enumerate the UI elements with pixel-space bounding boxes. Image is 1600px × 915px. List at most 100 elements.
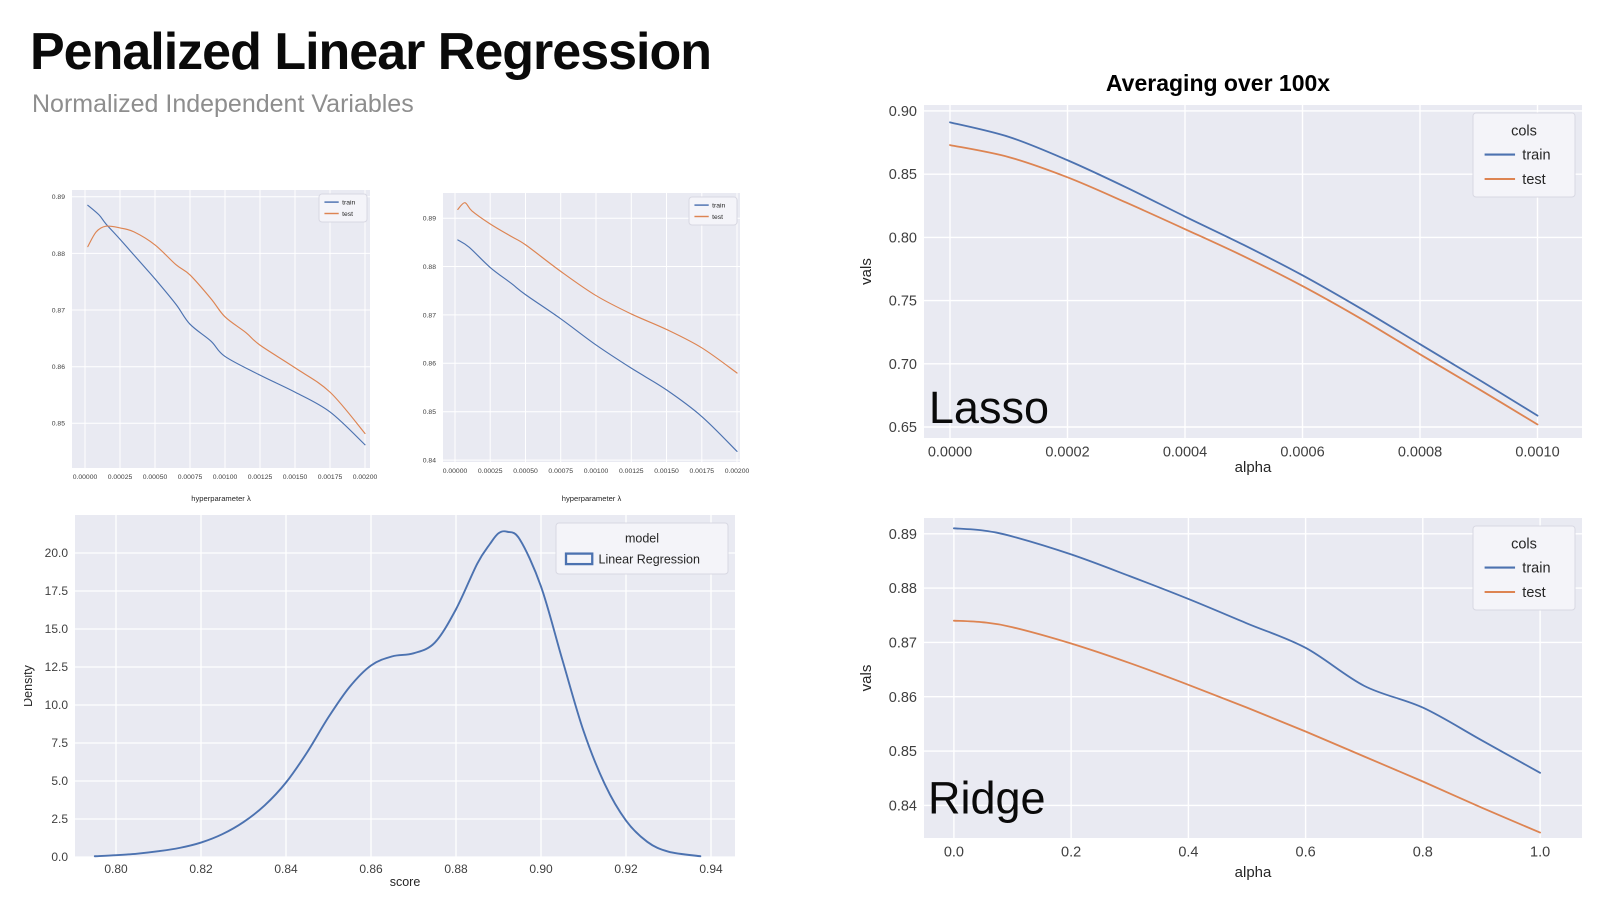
svg-text:0.82: 0.82 (189, 862, 213, 876)
svg-text:2.5: 2.5 (51, 812, 68, 826)
svg-text:0.65: 0.65 (889, 420, 917, 436)
svg-text:0.85: 0.85 (52, 421, 65, 428)
svg-text:0.90: 0.90 (529, 862, 553, 876)
svg-text:0.0: 0.0 (944, 845, 964, 861)
svg-text:0.80: 0.80 (104, 862, 128, 876)
svg-text:cols: cols (1511, 536, 1537, 552)
svg-text:0.86: 0.86 (359, 862, 383, 876)
svg-text:0.0002: 0.0002 (1045, 445, 1089, 461)
svg-text:0.00150: 0.00150 (283, 474, 308, 481)
svg-text:0.85: 0.85 (889, 744, 917, 760)
svg-text:hyperparameter λ: hyperparameter λ (562, 494, 622, 503)
svg-text:0.88: 0.88 (889, 581, 917, 597)
svg-text:0.86: 0.86 (423, 361, 436, 368)
svg-text:test: test (342, 211, 353, 218)
svg-text:17.5: 17.5 (45, 584, 69, 598)
svg-text:12.5: 12.5 (45, 660, 69, 674)
svg-text:Averaging over 100x: Averaging over 100x (1106, 70, 1330, 96)
svg-text:0.6: 0.6 (1296, 845, 1316, 861)
svg-text:0.87: 0.87 (423, 312, 436, 319)
svg-text:train: train (1522, 148, 1550, 164)
svg-text:0.00100: 0.00100 (213, 474, 238, 481)
svg-text:0.70: 0.70 (889, 357, 917, 373)
svg-text:Density: Density (24, 664, 35, 706)
svg-text:15.0: 15.0 (45, 622, 69, 636)
svg-text:hyperparameter λ: hyperparameter λ (191, 494, 251, 503)
svg-text:0.00150: 0.00150 (654, 468, 679, 475)
svg-text:0.00050: 0.00050 (143, 474, 168, 481)
svg-text:model: model (625, 531, 659, 545)
chart-score-density: 0.80 0.82 0.84 0.86 0.88 0.90 0.92 0.94 0.0 2.5 5.… (24, 500, 744, 892)
svg-text:0.2: 0.2 (1061, 845, 1081, 861)
svg-text:0.89: 0.89 (52, 194, 65, 201)
svg-text:0.4: 0.4 (1178, 845, 1198, 861)
svg-text:train: train (342, 200, 355, 207)
svg-text:test: test (712, 214, 723, 221)
svg-text:0.00125: 0.00125 (248, 474, 273, 481)
svg-text:0.87: 0.87 (52, 307, 65, 314)
svg-text:0.8: 0.8 (1413, 845, 1433, 861)
svg-text:0.0008: 0.0008 (1398, 445, 1442, 461)
svg-text:vals: vals (858, 665, 875, 692)
svg-text:0.88: 0.88 (52, 251, 65, 258)
svg-text:0.89: 0.89 (423, 216, 436, 223)
svg-text:0.00075: 0.00075 (178, 474, 203, 481)
svg-text:0.87: 0.87 (889, 636, 917, 652)
svg-text:test: test (1522, 585, 1545, 601)
svg-text:0.00025: 0.00025 (478, 468, 503, 475)
svg-text:0.00050: 0.00050 (513, 468, 538, 475)
svg-text:0.89: 0.89 (889, 527, 917, 543)
svg-text:0.00000: 0.00000 (443, 468, 468, 475)
svg-text:0.00175: 0.00175 (690, 468, 715, 475)
svg-text:0.86: 0.86 (889, 690, 917, 706)
chart-lambda-sweep-train-test-1: 0.00000 0.00025 0.00050 0.00075 0.00100 0.001… (40, 185, 384, 507)
svg-text:cols: cols (1511, 123, 1537, 139)
svg-text:train: train (712, 203, 725, 210)
svg-text:0.88: 0.88 (444, 862, 468, 876)
svg-text:20.0: 20.0 (45, 546, 69, 560)
svg-text:0.00100: 0.00100 (584, 468, 609, 475)
svg-text:10.0: 10.0 (45, 698, 69, 712)
svg-text:0.90: 0.90 (889, 104, 917, 120)
svg-text:0.00175: 0.00175 (318, 474, 343, 481)
svg-text:1.0: 1.0 (1530, 845, 1550, 861)
svg-text:0.75: 0.75 (889, 294, 917, 310)
svg-text:0.84: 0.84 (274, 862, 298, 876)
svg-text:0.92: 0.92 (614, 862, 638, 876)
svg-text:0.0000: 0.0000 (928, 445, 972, 461)
svg-text:0.00000: 0.00000 (73, 474, 98, 481)
svg-text:0.0006: 0.0006 (1280, 445, 1324, 461)
chart-lambda-sweep-train-test-2: 0.00000 0.00025 0.00050 0.00075 0.00100 0.001… (405, 185, 753, 507)
page-title: Penalized Linear Regression (30, 23, 712, 81)
svg-text:0.00025: 0.00025 (108, 474, 133, 481)
svg-text:0.84: 0.84 (423, 457, 436, 464)
chart-ridge-alpha-sweep: 0.0 0.2 0.4 0.6 0.8 1.0 0.84 0.85 0.86 0.87 0.88 0.… (850, 505, 1586, 883)
svg-text:test: test (1522, 172, 1545, 188)
svg-text:5.0: 5.0 (51, 774, 68, 788)
svg-text:0.85: 0.85 (423, 409, 436, 416)
svg-text:train: train (1522, 561, 1550, 577)
svg-text:0.00200: 0.00200 (725, 468, 750, 475)
svg-text:0.84: 0.84 (889, 799, 917, 815)
svg-text:0.0010: 0.0010 (1515, 445, 1559, 461)
page-subtitle: Normalized Independent Variables (32, 90, 414, 118)
svg-text:alpha: alpha (1235, 864, 1272, 881)
svg-text:score: score (390, 875, 421, 889)
svg-text:Linear Regression: Linear Regression (599, 552, 700, 566)
svg-text:0.85: 0.85 (889, 167, 917, 183)
svg-text:vals: vals (858, 258, 875, 285)
svg-text:7.5: 7.5 (51, 736, 68, 750)
svg-text:alpha: alpha (1235, 459, 1272, 476)
svg-text:Ridge: Ridge (928, 773, 1046, 824)
svg-text:0.94: 0.94 (699, 862, 723, 876)
svg-text:0.86: 0.86 (52, 364, 65, 371)
svg-text:0.0: 0.0 (51, 850, 68, 864)
svg-text:0.00125: 0.00125 (619, 468, 644, 475)
svg-text:0.0004: 0.0004 (1163, 445, 1207, 461)
svg-text:0.00075: 0.00075 (548, 468, 573, 475)
svg-text:Lasso: Lasso (929, 382, 1049, 433)
svg-text:0.88: 0.88 (423, 264, 436, 271)
svg-text:0.80: 0.80 (889, 230, 917, 246)
chart-lasso-alpha-sweep: 0.0000 0.0002 0.0004 0.0006 0.0008 0.0010 0.65… (850, 64, 1586, 478)
